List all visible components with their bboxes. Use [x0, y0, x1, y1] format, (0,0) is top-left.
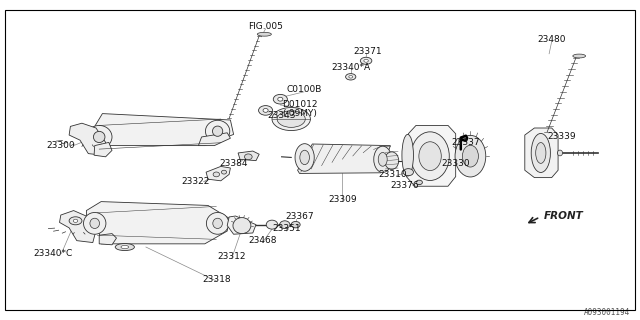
- Ellipse shape: [291, 221, 300, 228]
- Polygon shape: [99, 234, 116, 245]
- Ellipse shape: [374, 146, 392, 172]
- Text: 23480: 23480: [538, 35, 566, 44]
- Polygon shape: [94, 142, 112, 157]
- Ellipse shape: [346, 74, 356, 80]
- Ellipse shape: [402, 134, 413, 176]
- Text: 23371: 23371: [354, 47, 382, 56]
- Text: 23340*A: 23340*A: [331, 63, 371, 72]
- Text: FRONT: FRONT: [544, 211, 584, 221]
- Ellipse shape: [259, 106, 273, 115]
- Ellipse shape: [364, 60, 369, 62]
- Ellipse shape: [349, 76, 353, 78]
- Polygon shape: [238, 151, 259, 161]
- Text: 23300: 23300: [47, 141, 75, 150]
- Text: 23384: 23384: [220, 159, 248, 168]
- Ellipse shape: [462, 145, 479, 167]
- Ellipse shape: [73, 219, 78, 222]
- Ellipse shape: [257, 32, 271, 36]
- Text: 23340*C: 23340*C: [33, 249, 73, 258]
- Ellipse shape: [295, 144, 314, 171]
- Ellipse shape: [121, 245, 129, 249]
- Text: 23322: 23322: [181, 177, 209, 186]
- Ellipse shape: [300, 150, 310, 164]
- Ellipse shape: [221, 170, 227, 174]
- Text: D01012: D01012: [282, 100, 317, 108]
- Text: 23309: 23309: [328, 195, 356, 204]
- Polygon shape: [69, 123, 106, 155]
- Ellipse shape: [90, 218, 100, 228]
- Polygon shape: [406, 125, 456, 186]
- Polygon shape: [86, 114, 234, 146]
- Ellipse shape: [416, 180, 422, 185]
- Ellipse shape: [272, 108, 310, 131]
- Ellipse shape: [212, 126, 223, 136]
- Text: FIG.005: FIG.005: [248, 22, 283, 31]
- Ellipse shape: [86, 125, 112, 148]
- Ellipse shape: [411, 132, 449, 180]
- Text: 23337: 23337: [452, 138, 480, 147]
- Ellipse shape: [531, 133, 550, 172]
- Ellipse shape: [280, 221, 290, 228]
- Ellipse shape: [93, 131, 105, 143]
- Ellipse shape: [266, 220, 278, 229]
- Polygon shape: [60, 211, 96, 243]
- Ellipse shape: [419, 142, 442, 171]
- Ellipse shape: [213, 172, 220, 177]
- Ellipse shape: [378, 153, 387, 166]
- Ellipse shape: [573, 54, 586, 58]
- Text: 23310: 23310: [378, 170, 406, 179]
- Polygon shape: [227, 216, 256, 234]
- Ellipse shape: [233, 218, 251, 234]
- Ellipse shape: [278, 97, 283, 101]
- Ellipse shape: [83, 212, 106, 234]
- Text: 23376: 23376: [390, 181, 419, 190]
- Text: 23330: 23330: [442, 159, 470, 168]
- Ellipse shape: [207, 212, 229, 234]
- Text: C0100B: C0100B: [286, 85, 322, 94]
- Ellipse shape: [455, 135, 486, 177]
- Ellipse shape: [212, 218, 223, 228]
- Text: 23468: 23468: [248, 236, 276, 245]
- Ellipse shape: [360, 57, 372, 64]
- Ellipse shape: [273, 94, 287, 104]
- Text: 23318: 23318: [202, 275, 230, 284]
- Ellipse shape: [557, 150, 563, 156]
- Ellipse shape: [69, 217, 82, 225]
- Ellipse shape: [205, 120, 230, 142]
- Polygon shape: [86, 202, 229, 244]
- Text: 23312: 23312: [218, 252, 246, 261]
- Ellipse shape: [115, 244, 134, 251]
- Ellipse shape: [263, 108, 268, 112]
- Text: 23367: 23367: [285, 212, 314, 221]
- Polygon shape: [525, 128, 558, 178]
- Text: 23343: 23343: [268, 111, 296, 120]
- Text: 23351: 23351: [273, 224, 301, 233]
- Ellipse shape: [244, 154, 252, 160]
- Ellipse shape: [536, 143, 546, 164]
- Polygon shape: [298, 144, 390, 173]
- Polygon shape: [206, 166, 230, 181]
- Text: (-09MY): (-09MY): [282, 109, 317, 118]
- Ellipse shape: [403, 169, 413, 176]
- Polygon shape: [198, 133, 230, 146]
- Text: 23339: 23339: [548, 132, 576, 140]
- Ellipse shape: [277, 111, 305, 127]
- Text: A093001194: A093001194: [584, 308, 630, 317]
- Ellipse shape: [385, 152, 399, 170]
